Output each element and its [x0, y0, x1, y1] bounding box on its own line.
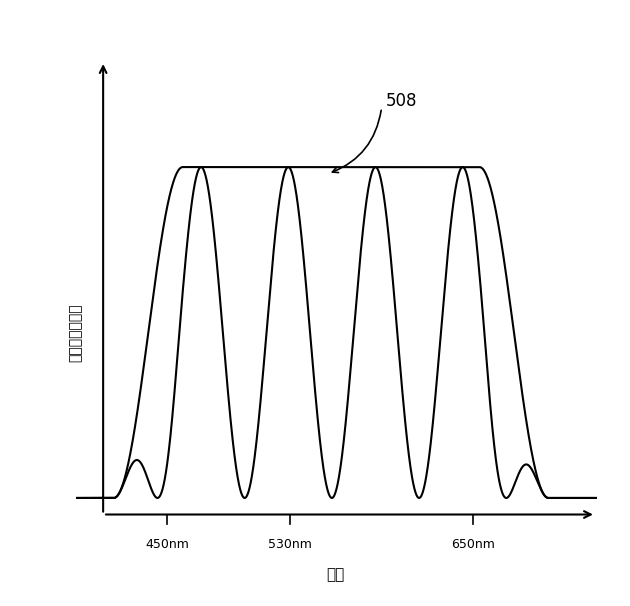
Text: 650nm: 650nm: [452, 538, 495, 551]
Text: 530nm: 530nm: [268, 538, 312, 551]
Text: 508: 508: [386, 92, 418, 110]
Text: 450nm: 450nm: [146, 538, 190, 551]
Text: 伝送された応答: 伝送された応答: [69, 303, 83, 362]
Text: 波長: 波長: [326, 567, 345, 582]
